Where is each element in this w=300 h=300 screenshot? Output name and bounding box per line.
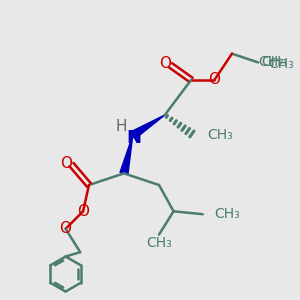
Text: CH₃: CH₃ (261, 56, 287, 69)
Text: O: O (60, 221, 72, 236)
Text: CH₃: CH₃ (268, 57, 294, 71)
Text: CH₃: CH₃ (214, 207, 240, 221)
Polygon shape (130, 115, 165, 139)
Text: O: O (159, 56, 171, 71)
Text: O: O (60, 156, 72, 171)
Text: O: O (77, 204, 89, 219)
Text: O: O (208, 73, 220, 88)
Text: H: H (116, 119, 127, 134)
Text: CH₃: CH₃ (207, 128, 233, 142)
Polygon shape (120, 135, 133, 174)
Text: N: N (127, 129, 142, 147)
Text: CH₃: CH₃ (146, 236, 172, 250)
Text: CH₂: CH₂ (258, 56, 284, 69)
